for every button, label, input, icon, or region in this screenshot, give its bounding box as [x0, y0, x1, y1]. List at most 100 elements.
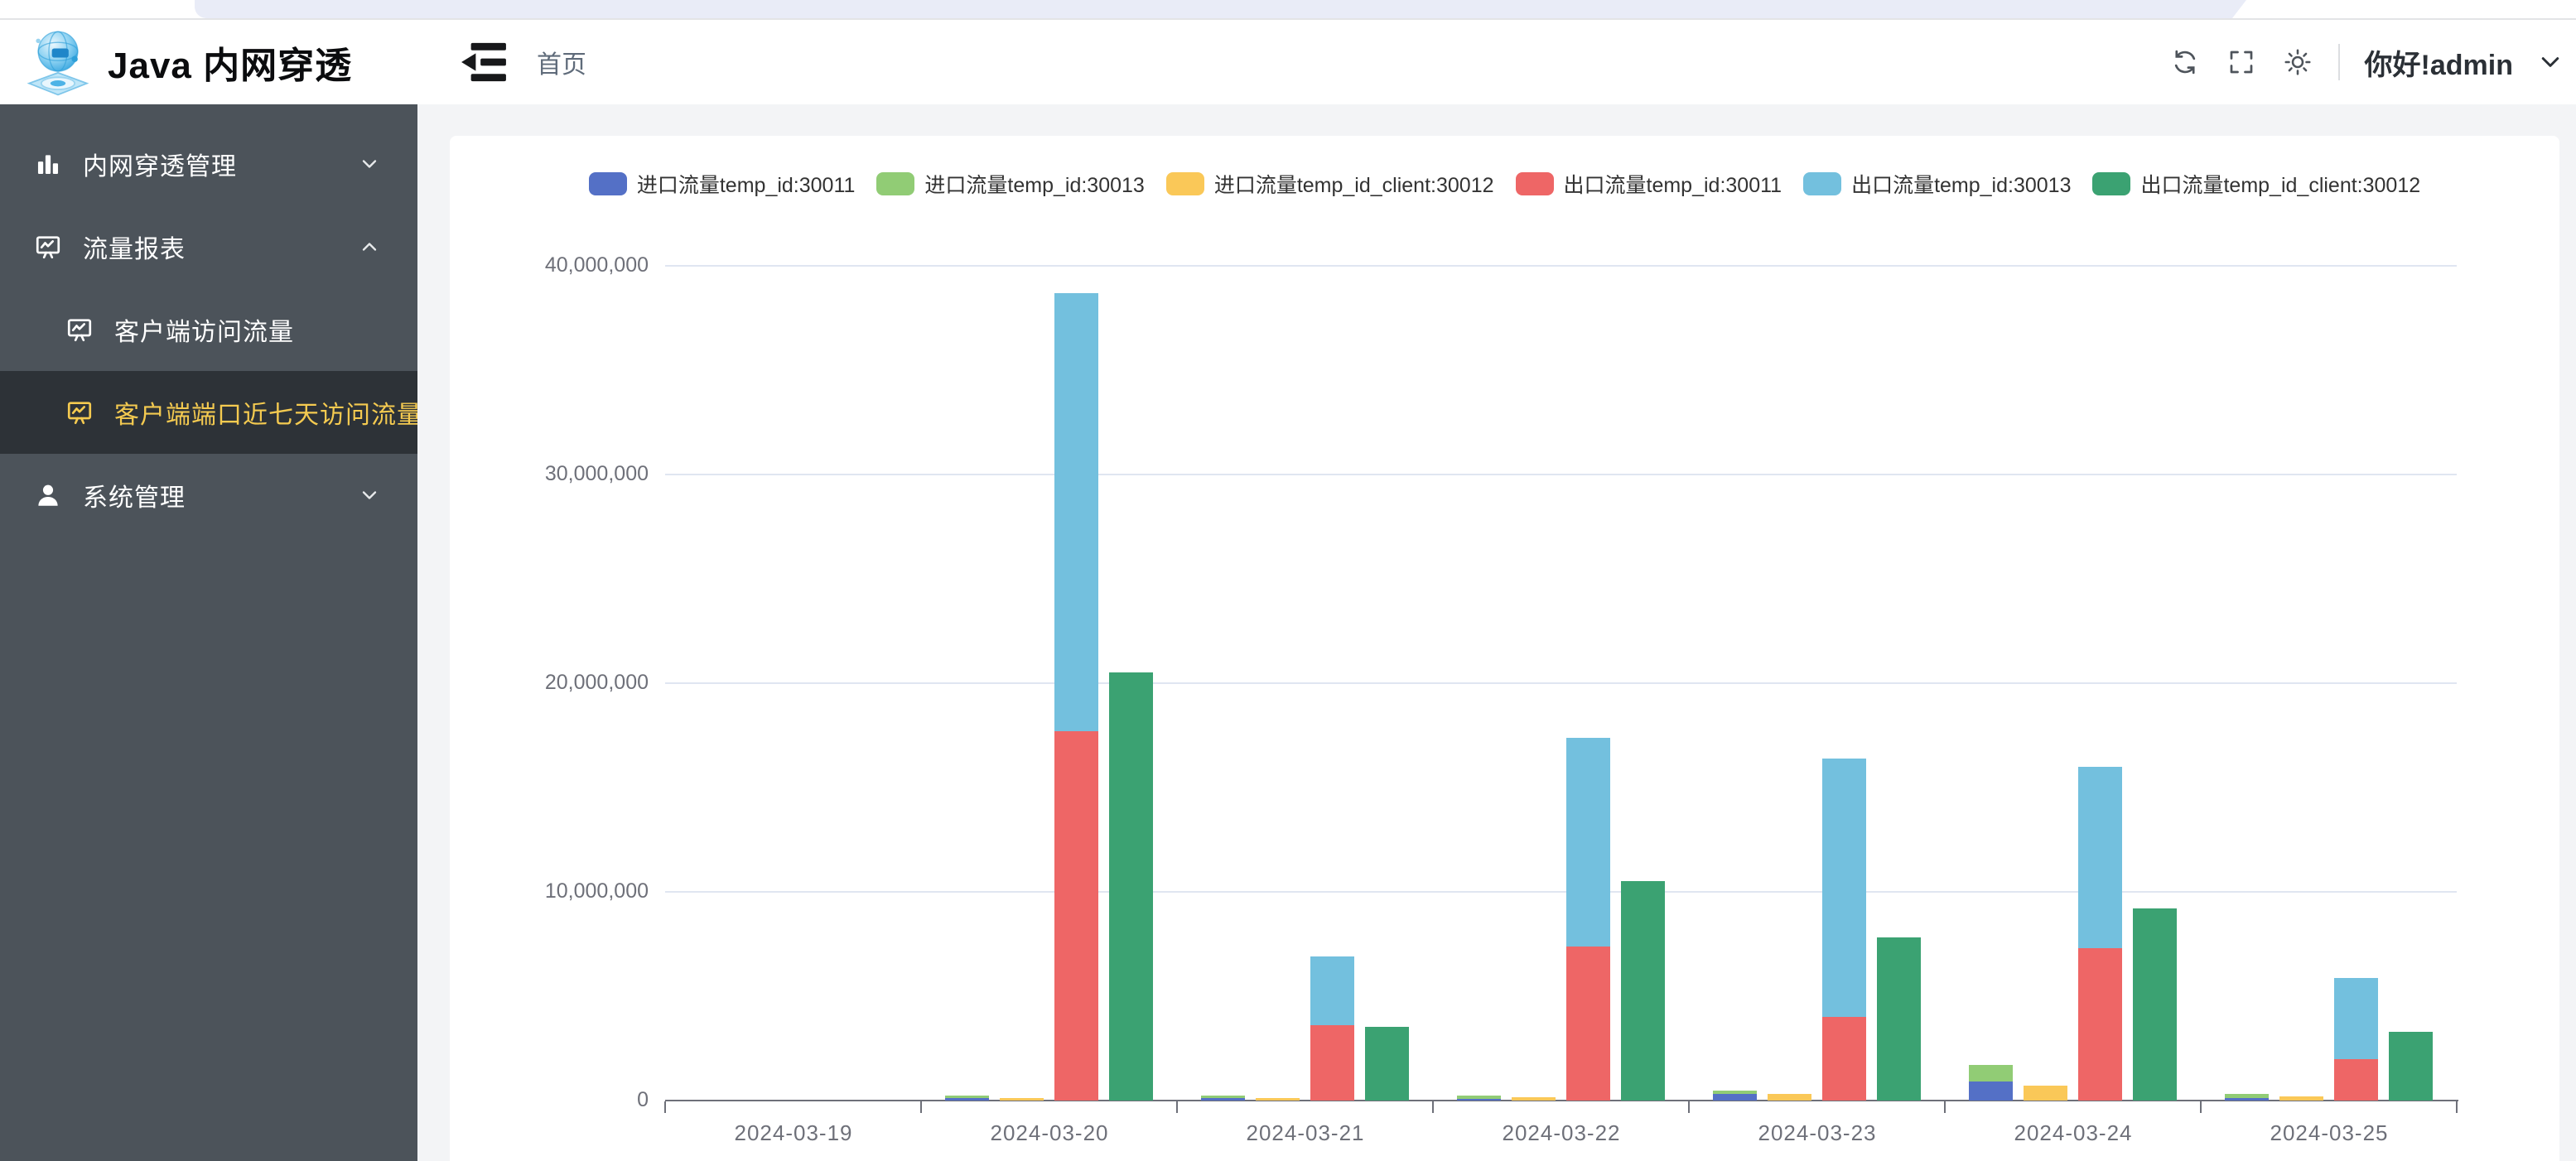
- legend-color-chip: [1803, 172, 1842, 195]
- bar-segment-2024-03-24-s4: [2078, 767, 2122, 948]
- bar-segment-2024-03-24-s1: [1969, 1065, 2013, 1082]
- sidebar-item-label: 流量报表: [83, 236, 186, 263]
- x-axis-tick: [1688, 1101, 1690, 1113]
- bar-segment-2024-03-20-s5: [1109, 672, 1153, 1101]
- x-axis-tick: [1432, 1101, 1434, 1113]
- bar-segment-2024-03-23-s0: [1713, 1094, 1757, 1101]
- bar-segment-2024-03-20-s4: [1054, 293, 1098, 731]
- x-axis-label: 2024-03-19: [734, 1120, 853, 1145]
- main-content: 进口流量temp_id:30011 进口流量temp_id:30013 进口流量te…: [417, 104, 2576, 1161]
- sidebar-item-label: 客户端端口近七天访问流量: [114, 402, 422, 429]
- bar-segment-2024-03-22-s5: [1621, 881, 1665, 1101]
- user-greeting[interactable]: 你好!admin: [2364, 49, 2513, 81]
- header-divider: [2337, 44, 2340, 80]
- gridline: [665, 891, 2457, 893]
- x-axis-line: [665, 1100, 2458, 1101]
- legend-color-chip: [1515, 172, 1554, 195]
- sidebar-item-0[interactable]: 内网穿透管理: [0, 123, 417, 205]
- bar-segment-2024-03-24-s0: [1969, 1082, 2013, 1101]
- legend-color-chip: [2092, 172, 2131, 195]
- header: Java 内网穿透 首页: [0, 20, 2576, 104]
- bar-segment-2024-03-20-s2: [1000, 1098, 1044, 1101]
- legend-color-chip: [876, 172, 915, 195]
- bar-segment-2024-03-21-s0: [1201, 1098, 1245, 1101]
- x-axis-label: 2024-03-21: [1246, 1120, 1365, 1145]
- bar-segment-2024-03-21-s4: [1310, 956, 1354, 1025]
- legend-item-5[interactable]: 出口流量temp_id_client:30012: [2092, 169, 2420, 199]
- chevron-up-icon: [358, 235, 381, 258]
- legend-item-4[interactable]: 出口流量temp_id:30013: [1803, 169, 2071, 199]
- sidebar-collapse-button[interactable]: [458, 37, 509, 87]
- bar-segment-2024-03-25-s1: [2225, 1094, 2269, 1098]
- legend-item-3[interactable]: 出口流量temp_id:30011: [1515, 169, 1782, 199]
- sidebar-item-label: 系统管理: [83, 484, 186, 512]
- app-title: Java 内网穿透: [108, 46, 353, 86]
- logo-area: Java 内网穿透: [22, 20, 417, 104]
- y-axis-label: 0: [637, 1088, 649, 1111]
- traffic-bar-chart[interactable]: 0 10,000,000 20,000,000 30,000,000 40,000,00…: [450, 136, 2559, 1161]
- x-axis-label: 2024-03-20: [990, 1120, 1109, 1145]
- bar-segment-2024-03-21-s2: [1256, 1098, 1300, 1101]
- x-axis-label: 2024-03-23: [1758, 1120, 1877, 1145]
- breadcrumb[interactable]: 首页: [537, 51, 586, 79]
- x-axis-label: 2024-03-22: [1502, 1120, 1621, 1145]
- bar-segment-2024-03-25-s4: [2334, 978, 2378, 1059]
- bar-segment-2024-03-25-s0: [2225, 1098, 2269, 1101]
- bar-segment-2024-03-24-s5: [2133, 908, 2177, 1101]
- chevron-down-icon: [358, 484, 381, 507]
- legend-item-1[interactable]: 进口流量temp_id:30013: [876, 169, 1145, 199]
- gridline: [665, 682, 2457, 684]
- chevron-down-icon: [358, 152, 381, 176]
- bar-segment-2024-03-23-s4: [1822, 759, 1866, 1017]
- sidebar-item-1[interactable]: 流量报表: [0, 205, 417, 288]
- app-logo-icon: [27, 31, 89, 96]
- bar-segment-2024-03-22-s2: [1512, 1097, 1556, 1101]
- chart-board-icon: [33, 232, 63, 262]
- sidebar-item-label: 内网穿透管理: [83, 153, 237, 181]
- bar-segment-2024-03-20-s3: [1054, 731, 1098, 1101]
- legend-label: 进口流量temp_id:30011: [636, 174, 856, 197]
- bar-segment-2024-03-24-s2: [2024, 1086, 2067, 1101]
- y-axis-label: 40,000,000: [544, 253, 649, 277]
- legend-item-2[interactable]: 进口流量temp_id_client:30012: [1165, 169, 1494, 199]
- bar-segment-2024-03-23-s3: [1822, 1017, 1866, 1101]
- x-axis-tick: [1176, 1101, 1178, 1113]
- gridline: [665, 474, 2457, 475]
- fullscreen-icon[interactable]: [2226, 46, 2257, 78]
- bar-segment-2024-03-22-s4: [1566, 738, 1610, 947]
- sidebar-item-label: 客户端访问流量: [114, 319, 294, 346]
- top-divider: [0, 18, 2576, 20]
- chart-card: 进口流量temp_id:30011 进口流量temp_id:30013 进口流量te…: [450, 136, 2559, 1161]
- legend-color-chip: [588, 172, 627, 195]
- legend-item-0[interactable]: 进口流量temp_id:30011: [588, 169, 856, 199]
- browser-top-strip: [0, 0, 2576, 18]
- user-icon: [33, 480, 63, 510]
- legend-label: 出口流量temp_id_client:30012: [2140, 174, 2421, 197]
- bar-segment-2024-03-21-s1: [1201, 1096, 1245, 1098]
- bar-segment-2024-03-25-s2: [2279, 1096, 2323, 1101]
- bar-segment-2024-03-21-s5: [1365, 1027, 1409, 1101]
- sidebar-item-4[interactable]: 系统管理: [0, 454, 417, 537]
- legend-label: 进口流量temp_id:30013: [924, 174, 1145, 197]
- bar-segment-2024-03-22-s1: [1457, 1096, 1501, 1099]
- sidebar-item-3[interactable]: 客户端端口近七天访问流量: [0, 371, 422, 454]
- gridline: [665, 265, 2457, 267]
- bar-segment-2024-03-22-s3: [1566, 947, 1610, 1101]
- sidebar-item-2[interactable]: 客户端访问流量: [0, 288, 417, 371]
- x-axis-tick: [1944, 1101, 1946, 1113]
- bar-segment-2024-03-25-s5: [2389, 1032, 2433, 1101]
- y-axis-label: 20,000,000: [544, 671, 649, 694]
- user-dropdown-chevron-icon[interactable]: [2538, 50, 2563, 75]
- refresh-icon[interactable]: [2169, 46, 2201, 78]
- y-axis-label: 30,000,000: [544, 462, 649, 485]
- browser-tab-remnant: [195, 0, 2246, 18]
- x-axis-label: 2024-03-25: [2270, 1120, 2389, 1145]
- x-axis-tick: [2200, 1101, 2202, 1113]
- bar-segment-2024-03-21-s3: [1310, 1025, 1354, 1101]
- theme-sun-icon[interactable]: [2282, 46, 2313, 78]
- bar-segment-2024-03-25-s3: [2334, 1059, 2378, 1101]
- bar-chart-icon: [33, 149, 63, 179]
- legend-label: 出口流量temp_id:30013: [1851, 174, 2072, 197]
- legend-label: 出口流量temp_id:30011: [1563, 174, 1782, 197]
